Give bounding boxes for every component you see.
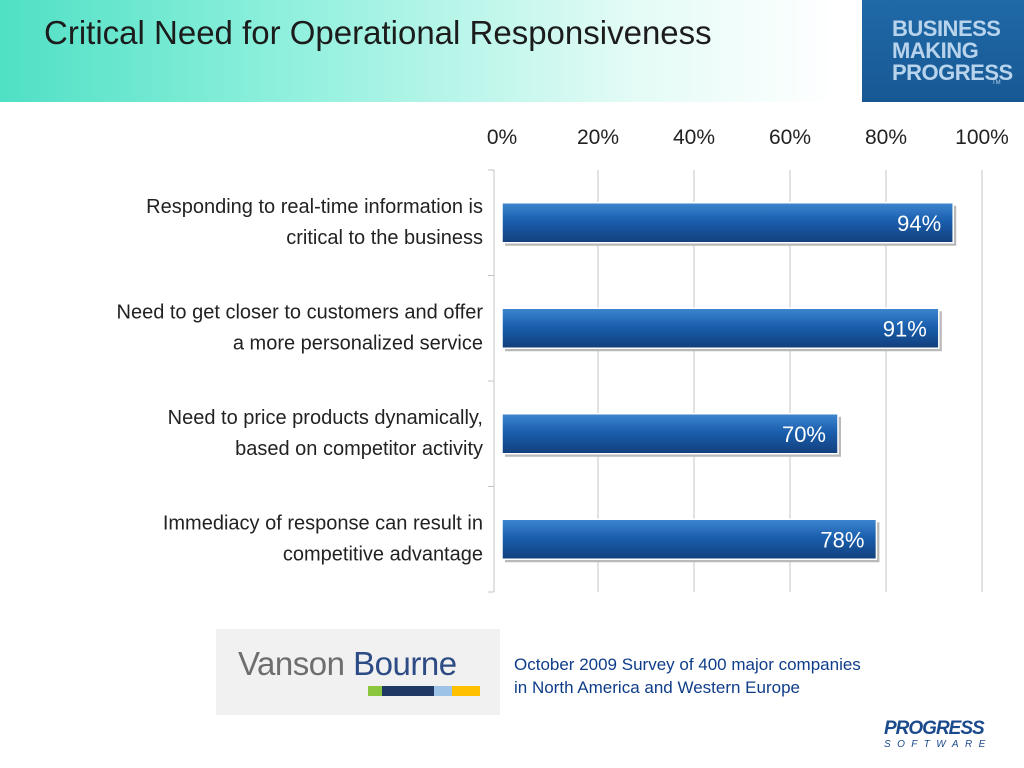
brand-line-3: PROGRESS (892, 60, 1013, 85)
progress-logo-name: PROGRESS (884, 718, 985, 739)
brand-tm: TM (992, 80, 1001, 86)
category-label: competitive advantage (283, 543, 483, 565)
vanson-bourne-wordmark: Vanson Bourne (238, 645, 457, 683)
category-label: Need to price products dynamically, (168, 407, 483, 429)
bar-1 (501, 202, 954, 244)
vanson-word: Vanson (238, 645, 345, 682)
category-label: Immediacy of response can result in (163, 512, 483, 534)
x-tick-label: 60% (769, 126, 811, 149)
survey-note-line-2: in North America and Western Europe (514, 678, 800, 697)
category-label: critical to the business (286, 227, 483, 249)
data-label: 91% (883, 316, 927, 341)
slide-title: Critical Need for Operational Responsive… (44, 14, 712, 51)
category-label: based on competitor activity (235, 438, 483, 460)
progress-software-logo: PROGRESS SOFTWARE (880, 718, 1000, 758)
survey-note-line-1: October 2009 Survey of 400 major compani… (514, 655, 861, 674)
logo-strip-1 (368, 686, 382, 696)
brand-line-1: BUSINESS (892, 16, 1001, 41)
bar-2 (501, 307, 940, 349)
vanson-bourne-logo: Vanson Bourne (216, 629, 500, 715)
category-label: a more personalized service (233, 332, 483, 354)
x-tick-label: 20% (577, 126, 619, 149)
category-label: Need to get closer to customers and offe… (117, 301, 484, 323)
brand-line-2: MAKING (892, 38, 979, 63)
logo-strip-2 (382, 686, 434, 696)
bar-3 (501, 413, 839, 455)
progress-logo-sub: SOFTWARE (884, 739, 992, 750)
x-tick-label: 40% (673, 126, 715, 149)
bourne-word: Bourne (353, 645, 457, 682)
logo-strip-3 (434, 686, 452, 696)
title-banner: Critical Need for Operational Responsive… (0, 0, 1024, 102)
x-tick-label: 100% (955, 126, 1009, 149)
bar-4 (501, 518, 878, 560)
brand-logo: BUSINESS MAKING PROGRESS TM (862, 0, 1024, 102)
data-label: 70% (782, 422, 826, 447)
bar-chart: 0% 20% 40% 60% 80% 100% 94% Responding to real-… (117, 126, 1009, 593)
survey-note: October 2009 Survey of 400 major compani… (514, 653, 974, 699)
data-label: 94% (897, 211, 941, 236)
x-tick-label: 80% (865, 126, 907, 149)
category-label: Responding to real-time information is (146, 196, 483, 218)
logo-strip-4 (452, 686, 480, 696)
x-tick-label: 0% (487, 126, 517, 149)
data-label: 78% (820, 527, 864, 552)
